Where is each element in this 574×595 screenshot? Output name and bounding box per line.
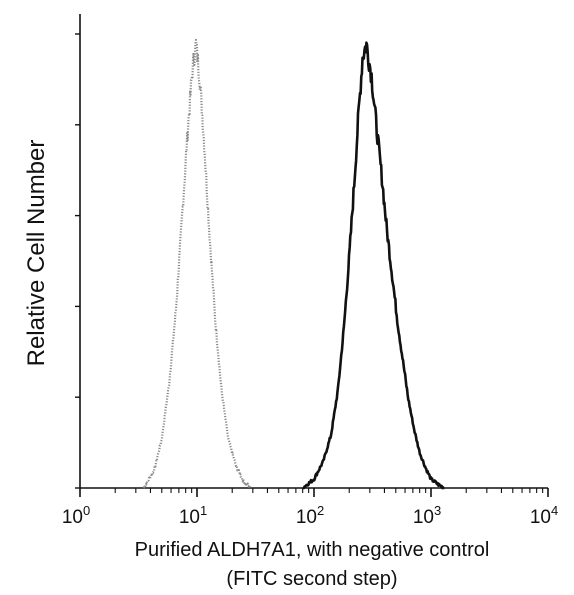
x-tick-label: 102 [296, 503, 324, 528]
x-tick-label: 100 [62, 503, 90, 528]
x-tick-label: 104 [530, 503, 558, 528]
x-axis-label-line2: (FITC second step) [226, 568, 397, 590]
x-tick-label: 101 [179, 503, 207, 528]
axes [75, 14, 549, 497]
aldh7a1-histogram [302, 41, 445, 490]
series-layer [142, 38, 445, 490]
x-axis-label-line1: Purified ALDH7A1, with negative control [135, 539, 490, 561]
y-axis-label: Relative Cell Number [23, 140, 50, 367]
x-tick-labels: 100 101 102 103 104 [62, 503, 558, 528]
negative-control-histogram [142, 38, 253, 489]
x-tick-label: 103 [413, 503, 441, 528]
